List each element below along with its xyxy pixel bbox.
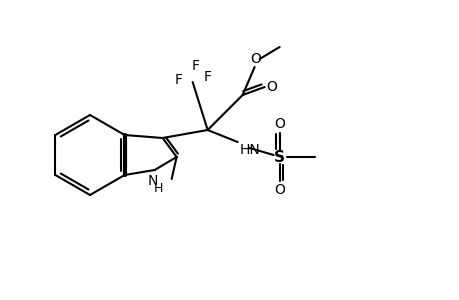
Text: O: O — [250, 52, 261, 66]
Text: O: O — [274, 183, 285, 197]
Text: F: F — [174, 73, 182, 87]
Text: H: H — [154, 182, 163, 194]
Text: F: F — [191, 59, 199, 73]
Text: O: O — [274, 117, 285, 131]
Text: HN: HN — [239, 143, 260, 157]
Text: F: F — [203, 70, 211, 84]
Text: O: O — [266, 80, 276, 94]
Text: N: N — [147, 174, 157, 188]
Text: S: S — [274, 149, 285, 164]
